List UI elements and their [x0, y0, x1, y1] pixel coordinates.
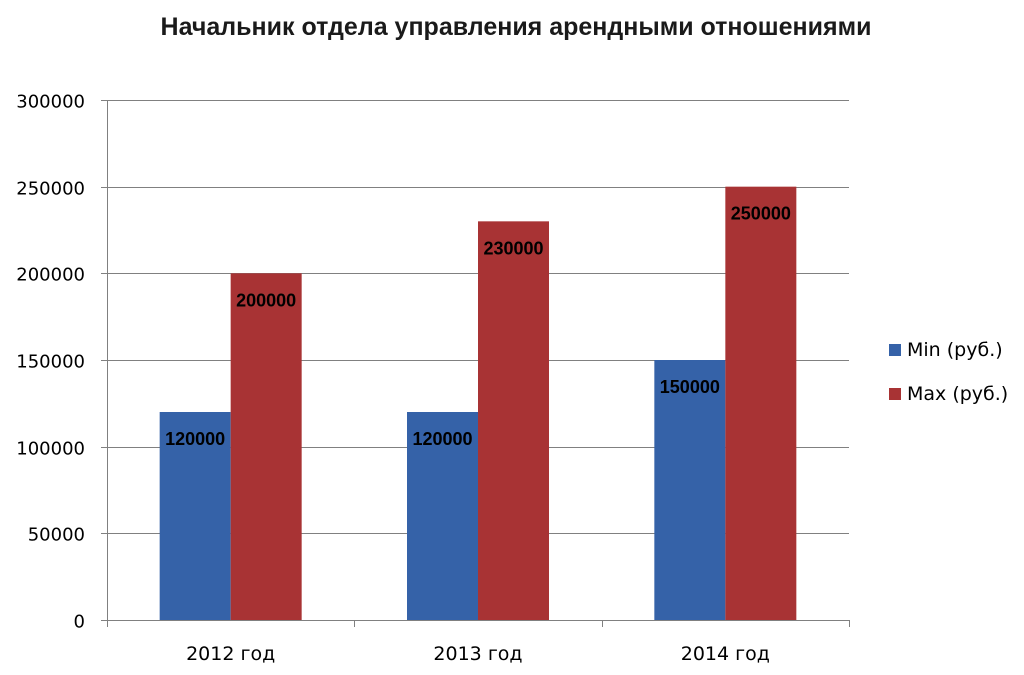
y-tick-label: 100000	[16, 439, 85, 460]
legend-swatch	[889, 388, 901, 400]
data-label: 230000	[483, 238, 543, 258]
data-label: 120000	[165, 429, 225, 449]
data-label: 200000	[236, 290, 296, 310]
x-axis-categories: 2012 год 2013 год 2014 год	[107, 620, 850, 665]
bar	[159, 412, 231, 620]
y-tick-label: 300000	[16, 92, 85, 113]
legend-label: Max (руб.)	[907, 383, 1008, 405]
data-labels: 120000 120000 150000 200000 230000 250000	[165, 204, 791, 449]
data-label: 120000	[412, 429, 472, 449]
x-category-label: 2014 год	[681, 643, 770, 665]
chart-title: Начальник отдела управления арендными от…	[161, 13, 872, 41]
bars	[159, 186, 797, 621]
bar	[654, 360, 726, 620]
y-axis-ticks: 0 50000 100000 150000 200000 250000 300000	[16, 92, 107, 633]
y-tick-label: 250000	[16, 179, 85, 200]
legend-swatch	[889, 344, 901, 356]
bar	[407, 412, 478, 620]
data-label: 250000	[731, 204, 791, 224]
x-category-label: 2013 год	[433, 643, 522, 665]
bar	[478, 221, 549, 621]
bar	[230, 273, 302, 620]
bar	[725, 186, 797, 620]
y-tick-label: 200000	[16, 265, 85, 286]
data-label: 150000	[660, 377, 720, 397]
legend: Min (руб.) Max (руб.)	[889, 339, 1008, 405]
y-tick-label: 150000	[16, 352, 85, 373]
y-tick-label: 50000	[28, 525, 85, 546]
y-tick-label: 0	[74, 612, 85, 633]
x-category-label: 2012 год	[186, 643, 275, 665]
legend-label: Min (руб.)	[907, 339, 1003, 361]
